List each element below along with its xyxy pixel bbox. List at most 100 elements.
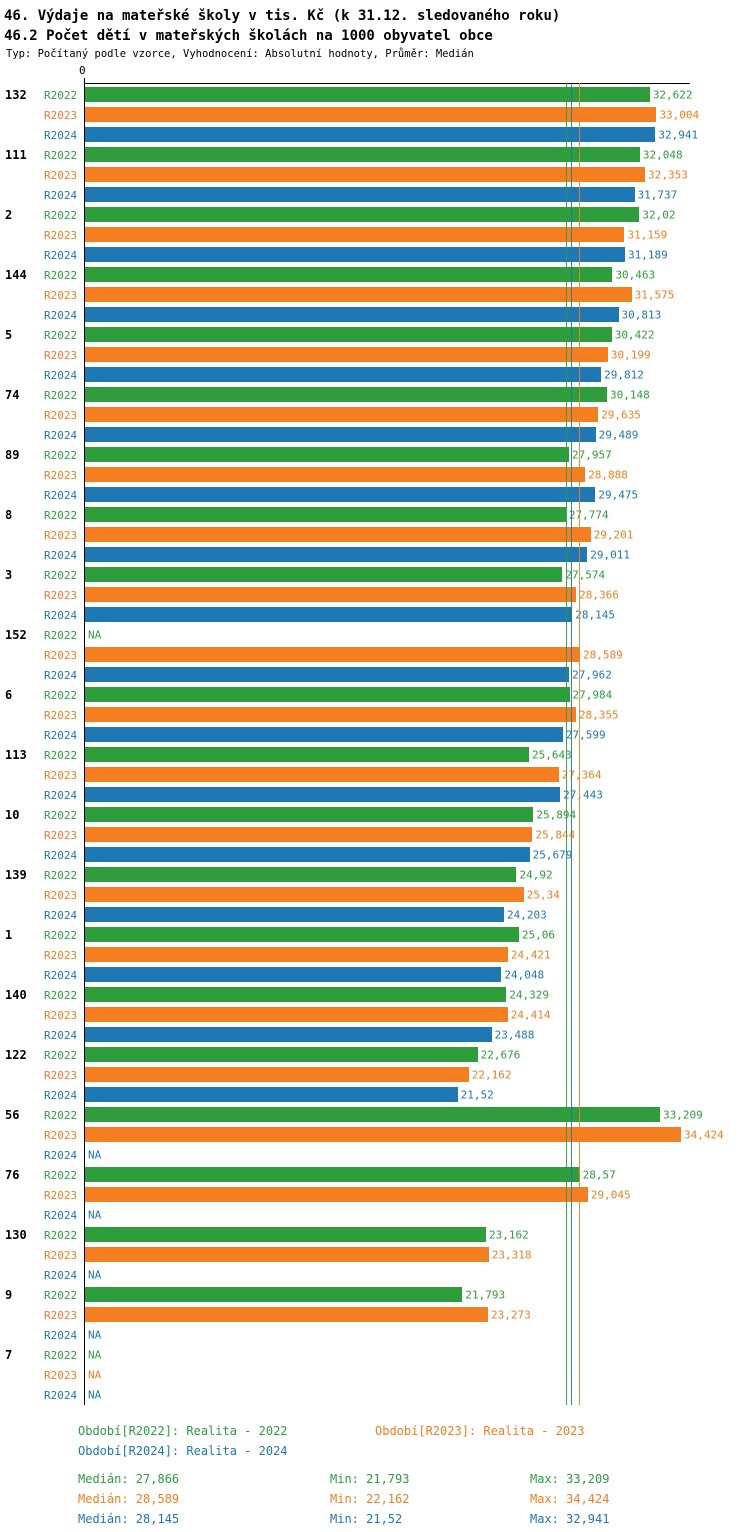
period-label: R2023 xyxy=(44,708,78,722)
period-label: R2022 xyxy=(44,688,78,702)
period-label: R2023 xyxy=(44,108,78,122)
bar[interactable] xyxy=(85,207,640,222)
bar-row: 144 R2022 30,463 xyxy=(0,265,750,285)
period-label: R2024 xyxy=(44,968,78,982)
bar[interactable] xyxy=(85,847,530,862)
period-label: R2023 xyxy=(44,348,78,362)
bar[interactable] xyxy=(85,1167,580,1182)
bar[interactable] xyxy=(85,1027,492,1042)
bar-row: 113 R2022 25,643 xyxy=(0,745,750,765)
bar[interactable] xyxy=(85,927,519,942)
period-label: R2024 xyxy=(44,1208,78,1222)
period-label: R2022 xyxy=(44,508,78,522)
bar-row: R2024 31,737 xyxy=(0,185,750,205)
bar-row: R2023 30,199 xyxy=(0,345,750,365)
value-label: 31,189 xyxy=(628,248,668,262)
bar[interactable] xyxy=(85,247,625,262)
bar[interactable] xyxy=(85,607,573,622)
bar[interactable] xyxy=(85,787,561,802)
bar[interactable] xyxy=(85,947,508,962)
bar-track: NA xyxy=(84,1145,690,1165)
bar[interactable] xyxy=(85,867,517,882)
bar[interactable] xyxy=(85,1067,469,1082)
bar[interactable] xyxy=(85,1227,487,1242)
value-label: 28,355 xyxy=(578,708,619,722)
period-label: R2022 xyxy=(44,1168,78,1182)
period-label: R2022 xyxy=(44,988,78,1002)
bar[interactable] xyxy=(85,1187,588,1202)
bar[interactable] xyxy=(85,587,577,602)
bar[interactable] xyxy=(85,427,596,442)
bar[interactable] xyxy=(85,287,632,302)
bar[interactable] xyxy=(85,1307,488,1322)
median-r2024: Medián: 28,145 xyxy=(78,1512,180,1526)
bar[interactable] xyxy=(85,1107,660,1122)
bar[interactable] xyxy=(85,887,524,902)
bar[interactable] xyxy=(85,667,570,682)
bar[interactable] xyxy=(85,647,580,662)
bar[interactable] xyxy=(85,727,563,742)
bar-track: 32,941 xyxy=(84,125,698,145)
bar[interactable] xyxy=(85,687,570,702)
group-id-label: 5 xyxy=(5,328,13,342)
bar[interactable] xyxy=(85,1087,458,1102)
bar[interactable] xyxy=(85,807,534,822)
bar[interactable] xyxy=(85,87,650,102)
period-label: R2022 xyxy=(44,868,78,882)
bar[interactable] xyxy=(85,227,625,242)
bar[interactable] xyxy=(85,307,619,322)
bar[interactable] xyxy=(85,1247,489,1262)
bar[interactable] xyxy=(85,467,586,482)
bar-track: 27,957 xyxy=(84,445,690,465)
value-label: 30,813 xyxy=(621,308,662,322)
bar-track: 32,048 xyxy=(84,145,690,165)
bar[interactable] xyxy=(85,1047,478,1062)
value-label: 22,676 xyxy=(480,1048,521,1062)
value-label: 21,52 xyxy=(460,1088,494,1102)
bar[interactable] xyxy=(85,547,588,562)
bar[interactable] xyxy=(85,987,507,1002)
value-label: 31,575 xyxy=(634,288,675,302)
bar[interactable] xyxy=(85,267,613,282)
group-id-label: 74 xyxy=(5,388,20,402)
value-label: 23,273 xyxy=(490,1308,531,1322)
period-label: R2023 xyxy=(44,588,78,602)
bar[interactable] xyxy=(85,907,505,922)
legend-row-1: Období[R2022]: Realita - 2022 Období[R20… xyxy=(78,1421,750,1441)
bar[interactable] xyxy=(85,407,599,422)
bar[interactable] xyxy=(85,747,529,762)
bar[interactable] xyxy=(85,1007,508,1022)
period-label: R2024 xyxy=(44,428,78,442)
bar[interactable] xyxy=(85,827,533,842)
bar[interactable] xyxy=(85,707,576,722)
bar[interactable] xyxy=(85,447,570,462)
bar[interactable] xyxy=(85,127,656,142)
bar[interactable] xyxy=(85,487,596,502)
bar[interactable] xyxy=(85,327,612,342)
bar[interactable] xyxy=(85,187,635,202)
period-label: R2022 xyxy=(44,568,78,582)
bar[interactable] xyxy=(85,967,502,982)
value-label: 29,489 xyxy=(598,428,639,442)
bar-track: 29,489 xyxy=(84,425,690,445)
bar-track: 24,421 xyxy=(84,945,690,965)
value-label: 27,364 xyxy=(561,768,602,782)
bar[interactable] xyxy=(85,347,608,362)
bar[interactable] xyxy=(85,527,591,542)
period-label: R2024 xyxy=(44,248,78,262)
page-title: 46. Výdaje na mateřské školy v tis. Kč (… xyxy=(4,8,561,24)
value-label: 32,02 xyxy=(642,208,676,222)
bar[interactable] xyxy=(85,767,559,782)
bar[interactable] xyxy=(85,1287,463,1302)
period-label: R2022 xyxy=(44,148,78,162)
bar[interactable] xyxy=(85,367,602,382)
bar[interactable] xyxy=(85,147,640,162)
bar[interactable] xyxy=(85,107,657,122)
period-label: R2023 xyxy=(44,948,78,962)
bar[interactable] xyxy=(85,387,607,402)
bar[interactable] xyxy=(85,567,563,582)
bar[interactable] xyxy=(85,1127,682,1142)
bar[interactable] xyxy=(85,507,566,522)
bar[interactable] xyxy=(85,167,646,182)
group-id-label: 6 xyxy=(5,688,13,702)
